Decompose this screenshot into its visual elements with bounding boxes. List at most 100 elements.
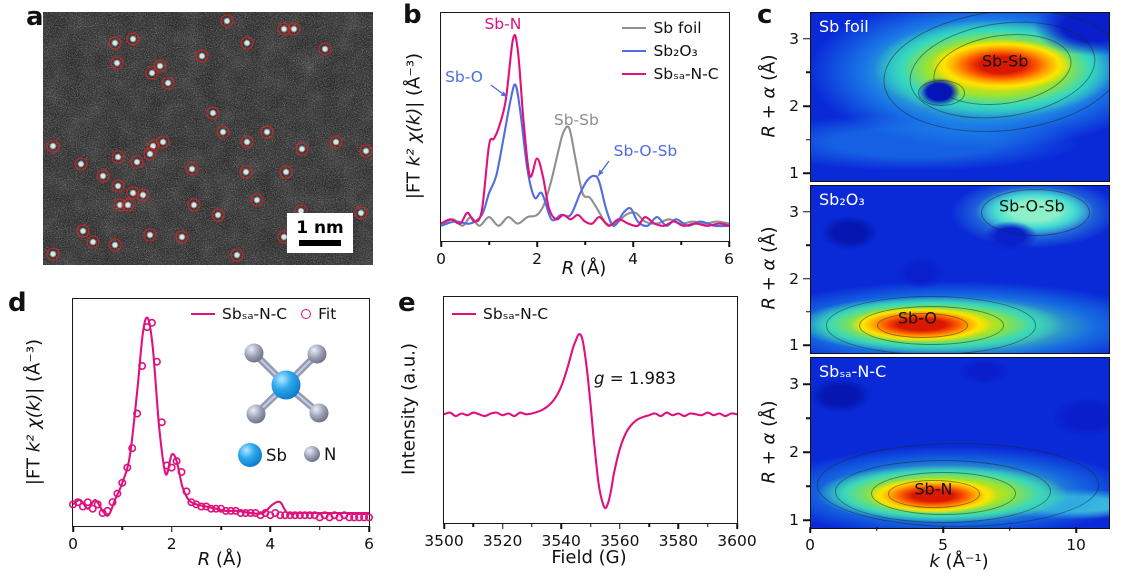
wavelet-title-sb2o3: Sb₂O₃	[819, 190, 865, 209]
wavelet-map-sb2o3: Sb₂O₃ Sb-O Sb-O-Sb	[810, 185, 1110, 354]
tem-image: 1 nm	[43, 12, 373, 265]
atom-circle	[46, 139, 60, 153]
wavelet-x-label: k (Å⁻¹)	[929, 551, 989, 572]
atom-circle	[240, 36, 254, 50]
n-atom	[307, 344, 327, 364]
panel-label-c: c	[757, 0, 773, 30]
epr-legend: Sbₛₐ-N-C	[452, 305, 548, 323]
atom-circle	[220, 14, 234, 28]
epr-x-label: Field (G)	[551, 547, 627, 568]
atom-circle	[206, 106, 220, 120]
legend-label-sbsa: Sbₛₐ-N-C	[653, 65, 719, 83]
heatmap-peak-sb-sb: Sb-Sb	[982, 51, 1029, 71]
atom-circle	[161, 76, 175, 90]
atom-circle	[143, 147, 157, 161]
atom-circle	[74, 157, 88, 171]
epr-x-axis: 3500 3520 3540 3560 3580 3600	[424, 523, 757, 553]
n-atom	[309, 403, 329, 423]
scale-bar: 1 nm	[287, 213, 353, 253]
atom-circle	[187, 198, 201, 212]
legend-entry-fit-sbsa: Sbₛₐ-N-C	[191, 305, 287, 323]
atom-circle	[240, 135, 254, 149]
annotation-sb-sb: Sb-Sb	[553, 111, 599, 130]
heatmap-peak-sb-o-sb: Sb-O-Sb	[999, 196, 1065, 216]
molecular-model-inset	[238, 343, 329, 467]
atom-circle	[279, 165, 293, 179]
epr-canvas	[443, 333, 738, 510]
scale-bar-label: 1 nm	[296, 218, 344, 238]
atom-circle	[287, 22, 301, 36]
epr-plot: Sbₛₐ-N-C g = 1.983 3500 3520 3540 3560 3580 3…	[424, 296, 757, 550]
atom-circle	[153, 59, 167, 73]
atom-circle	[250, 193, 264, 207]
atom-circle	[156, 135, 170, 149]
legend-entry-sbsa: Sbₛₐ-N-C	[622, 65, 719, 83]
legend-entry-sb2o3: Sb₂O₃	[622, 42, 718, 60]
wavelet-title-sbsa: Sbₛₐ-N-C	[819, 362, 887, 381]
atom-circle	[318, 42, 332, 56]
atom-circle	[76, 224, 90, 238]
legend-swatch-fit	[301, 309, 312, 319]
wavelet-map-sb-foil: Sb foil Sb-Sb	[810, 12, 1110, 182]
exafs-fit-canvas	[68, 316, 373, 522]
legend-swatch-sb2o3	[622, 49, 647, 53]
legend-swatch-sb-foil	[622, 26, 647, 30]
legend-swatch-sbsa	[622, 72, 647, 76]
n-legend-ball	[304, 446, 320, 462]
atom-circle	[136, 188, 150, 202]
atom-circle	[195, 49, 209, 63]
atom-circle	[108, 36, 122, 50]
atom-circle	[111, 179, 125, 193]
n-legend-label: N	[324, 445, 337, 464]
legend-label-sb-foil: Sb foil	[653, 19, 702, 37]
exafs-fit-x-label: R (Å)	[197, 549, 243, 570]
exafs-annotations: Sb-N Sb-O Sb-Sb Sb-O-Sb	[441, 13, 729, 241]
annotation-sb-o: Sb-O	[445, 67, 483, 86]
wavelet-title-sb-foil: Sb foil	[819, 17, 869, 36]
atom-circle	[359, 144, 373, 158]
atom-circle	[211, 208, 225, 222]
exafs-fit-legend: Sbₛₐ-N-C Fit	[191, 305, 336, 323]
atom-circle	[121, 198, 135, 212]
panel-label-b: b	[403, 0, 422, 30]
legend-swatch-fit-sbsa	[191, 312, 215, 316]
legend-swatch-epr-sbsa	[452, 312, 476, 316]
atom-circle	[126, 32, 140, 46]
sb-legend-label: Sb	[266, 446, 287, 465]
atom-circle	[230, 248, 244, 262]
atom-circle	[130, 155, 144, 169]
exafs-comparison-plot: Sb-N Sb-O Sb-Sb Sb-O-Sb Sb foil Sb₂O₃ Sbₛₐ-…	[436, 12, 734, 268]
scale-bar-line	[299, 240, 341, 246]
atom-circle	[86, 235, 100, 249]
n-atom	[246, 404, 266, 424]
annotation-sb-o-sb: Sb-O-Sb	[613, 141, 678, 160]
legend-label-epr-sbsa: Sbₛₐ-N-C	[483, 305, 549, 323]
legend-entry-epr-sbsa: Sbₛₐ-N-C	[452, 305, 548, 323]
panel-label-e: e	[398, 288, 416, 318]
annotation-sb-n: Sb-N	[484, 15, 522, 34]
atom-circle	[295, 142, 309, 156]
atom-circle	[111, 150, 125, 164]
atom-circle	[329, 135, 343, 149]
legend-entry-sb-foil: Sb foil	[622, 19, 718, 37]
legend-entry-fit: Fit	[301, 305, 336, 323]
panel-label-a: a	[26, 2, 44, 32]
atom-circle	[96, 169, 110, 183]
exafs-fit-plot: Sbₛₐ-N-C Fit	[68, 298, 374, 553]
g-factor-annotation: g = 1.983	[594, 369, 677, 388]
exafs-legend: Sb foil Sb₂O₃ Sbₛₐ-N-C	[622, 19, 719, 83]
atom-circle	[175, 230, 189, 244]
atom-circle	[185, 162, 198, 176]
exafs-x-label: R (Å)	[561, 258, 607, 279]
legend-label-fit-sbsa: Sbₛₐ-N-C	[222, 305, 288, 323]
atom-circle	[46, 247, 60, 261]
panel-label-d: d	[8, 288, 27, 318]
atom-circle	[260, 125, 274, 139]
sb-atom	[271, 370, 301, 400]
wavelet-map-sbsa: Sbₛₐ-N-C Sb-N	[810, 357, 1110, 529]
atom-circle	[239, 165, 253, 179]
atom-circle	[216, 125, 230, 139]
heatmap-peak-sb-n: Sb-N	[914, 479, 953, 499]
